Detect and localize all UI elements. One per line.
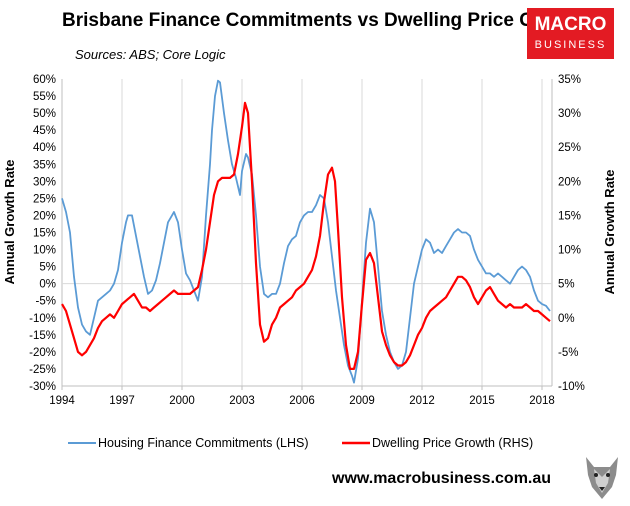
- y-tick-label: 55%: [33, 91, 56, 103]
- y2-tick-label: 0%: [558, 313, 575, 325]
- x-tick-label: 2018: [529, 395, 555, 407]
- legend: Housing Finance Commitments (LHS) Dwelli…: [68, 436, 533, 450]
- y2-tick-label: 10%: [558, 245, 581, 257]
- y-tick-label: -20%: [29, 347, 56, 359]
- y2-tick-label: 15%: [558, 210, 581, 222]
- logo-line-1: MACRO: [534, 14, 607, 35]
- y-tick-label: 40%: [33, 142, 56, 154]
- y-tick-label: 10%: [33, 245, 56, 257]
- y-tick-label: -10%: [29, 313, 56, 325]
- y-tick-label: 0%: [39, 279, 56, 291]
- y2-tick-label: -5%: [558, 347, 578, 359]
- x-tick-label: 2003: [229, 395, 255, 407]
- chart-title: Brisbane Finance Commitments vs Dwelling…: [62, 10, 586, 31]
- x-tick-label: 2006: [289, 395, 315, 407]
- y-tick-label: -15%: [29, 330, 56, 342]
- y-axis-right: -10% -5% 0% 5% 10% 15% 20% 25% 30% 35%: [558, 74, 585, 393]
- y-axis-right-label: Annual Growth Rate: [602, 170, 617, 295]
- macrobusiness-logo: MACRO BUSINESS: [527, 8, 614, 59]
- x-axis: 1994 1997 2000 2003 2006 2009 2012 2015 2018: [49, 386, 555, 407]
- y-tick-label: 45%: [33, 125, 56, 137]
- y2-tick-label: 5%: [558, 279, 575, 291]
- chart-subtitle: Sources: ABS; Core Logic: [75, 47, 226, 62]
- x-tick-label: 2000: [169, 395, 195, 407]
- wolf-mascot-icon: [586, 457, 618, 499]
- x-tick-label: 2015: [469, 395, 495, 407]
- y-tick-label: 35%: [33, 159, 56, 171]
- y2-tick-label: 35%: [558, 74, 581, 86]
- website-url: www.macrobusiness.com.au: [332, 470, 552, 487]
- y-tick-label: 30%: [33, 176, 56, 188]
- series-lines: [61, 79, 551, 384]
- x-tick-label: 2009: [349, 395, 375, 407]
- y2-tick-label: 25%: [558, 142, 581, 154]
- x-tick-label: 1994: [49, 395, 75, 407]
- legend-label-finance: Housing Finance Commitments (LHS): [98, 436, 309, 450]
- y-axis-left-label: Annual Growth Rate: [2, 160, 17, 285]
- x-tick-label: 1997: [109, 395, 135, 407]
- y-tick-label: -30%: [29, 381, 56, 393]
- y-tick-label: 50%: [33, 108, 56, 120]
- y-tick-label: 25%: [33, 193, 56, 205]
- series-line-dwelling-price-growth: [61, 101, 551, 370]
- y2-tick-label: 20%: [558, 176, 581, 188]
- y-tick-label: 5%: [39, 262, 56, 274]
- y-tick-label: 60%: [33, 74, 56, 86]
- gridlines: [121, 79, 543, 386]
- y-tick-label: -5%: [36, 296, 56, 308]
- y-tick-label: 20%: [33, 210, 56, 222]
- x-tick-label: 2012: [409, 395, 435, 407]
- series-line-finance-commitments: [61, 79, 551, 384]
- y2-tick-label: 30%: [558, 108, 581, 120]
- logo-line-2: BUSINESS: [534, 39, 607, 51]
- y-tick-label: 15%: [33, 228, 56, 240]
- y-axis-left: -30% -25% -20% -15% -10% -5% 0% 5% 10% 15% 20% 25% 3…: [29, 74, 56, 393]
- plot-area: [61, 79, 553, 387]
- y-tick-label: -25%: [29, 364, 56, 376]
- y2-tick-label: -10%: [558, 381, 585, 393]
- legend-label-price: Dwelling Price Growth (RHS): [372, 436, 533, 450]
